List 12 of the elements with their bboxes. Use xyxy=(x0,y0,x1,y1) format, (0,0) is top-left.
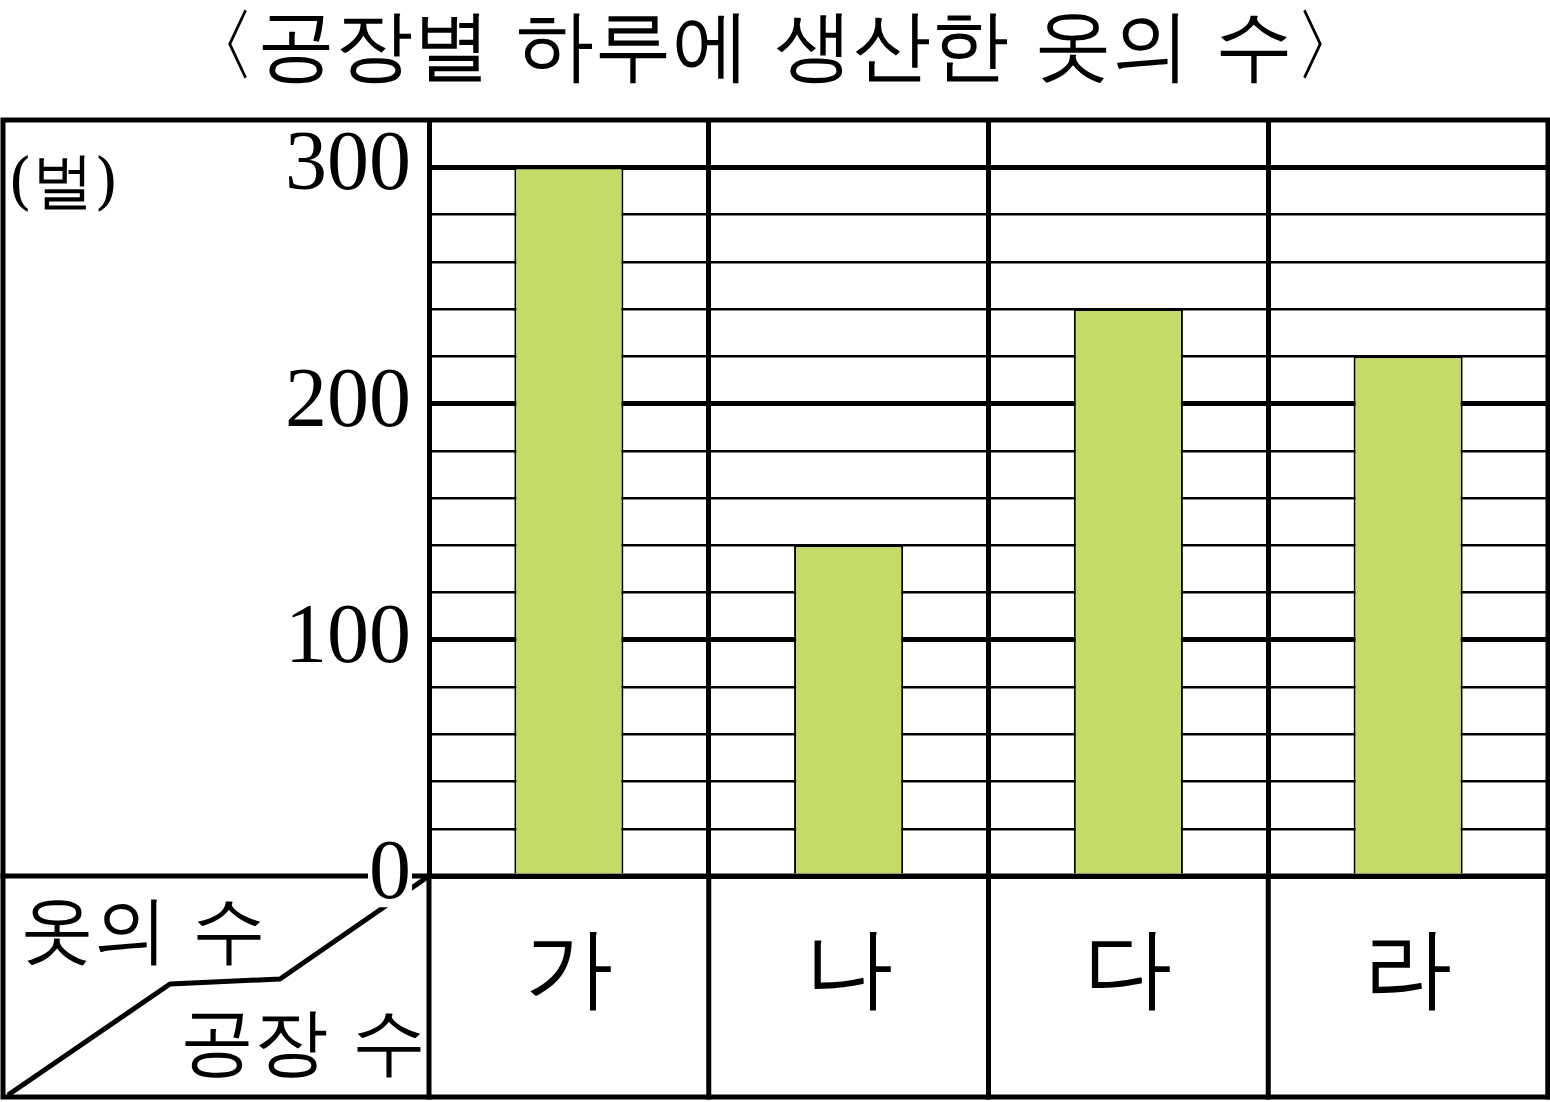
y-tick-label: 100 xyxy=(285,586,411,680)
y-tick-label: 200 xyxy=(285,350,411,444)
x-tick-label: 나 xyxy=(804,915,893,1019)
x-tick-label: 라 xyxy=(1364,915,1453,1019)
y-axis-title: (벌) xyxy=(8,144,119,217)
x-tick-label: 다 xyxy=(1084,915,1173,1019)
y-tick-label: 0 xyxy=(369,823,411,917)
text: 옷의 수 xyxy=(20,886,266,972)
chart-title: 〈공장별 하루에 생산한 옷의 수〉 xyxy=(178,0,1372,90)
y-tick-label: 300 xyxy=(285,114,411,208)
x-tick-label: 가 xyxy=(524,915,613,1019)
x-axis-title: 공장 수 xyxy=(180,998,426,1084)
